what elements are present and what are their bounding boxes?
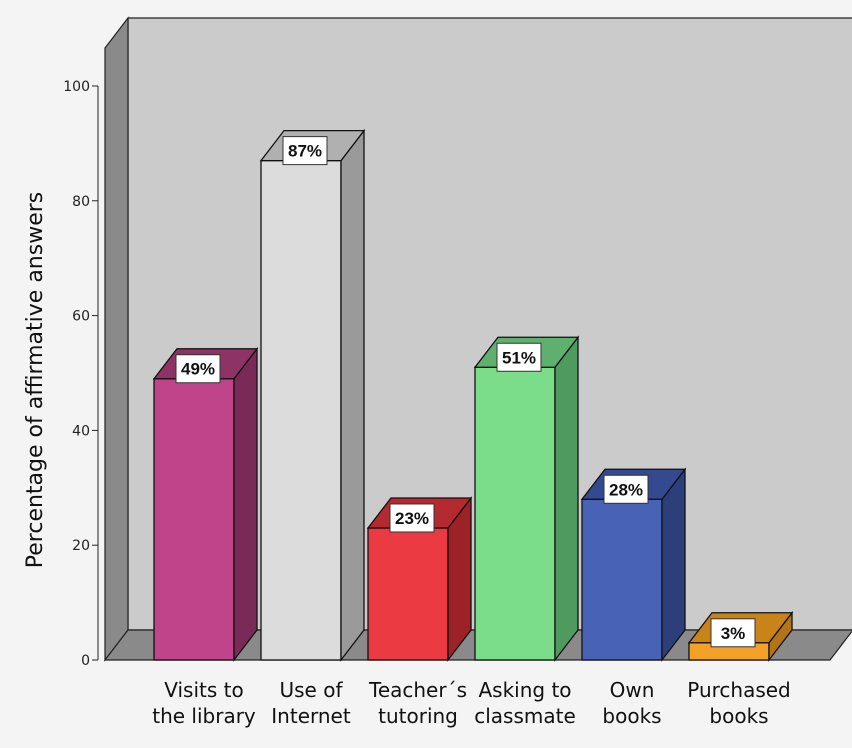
bar-4: 51%	[473, 335, 580, 662]
bar-2: 87%	[259, 128, 366, 662]
data-label: 51%	[502, 348, 536, 367]
data-label: 3%	[721, 624, 746, 643]
data-label-box	[710, 618, 756, 648]
category-labels: Visits to the library Use of Internet Teache…	[152, 678, 791, 728]
bar-front	[581, 498, 663, 661]
y-tick-label: 100	[63, 79, 90, 95]
data-label: 49%	[181, 360, 215, 379]
data-label-box	[496, 342, 542, 372]
y-tick-label: 40	[72, 423, 90, 439]
bar-front	[153, 378, 235, 661]
bar-side	[340, 128, 365, 662]
bar-front	[367, 527, 449, 661]
x-tick-label: Asking to classmate	[474, 678, 576, 728]
x-tick-label: Visits to the library	[152, 678, 256, 728]
data-label: 87%	[288, 142, 322, 161]
y-tick-label: 60	[72, 309, 90, 325]
data-label: 23%	[395, 509, 429, 528]
bar-3: 23%	[366, 496, 473, 662]
data-label-box	[282, 136, 328, 166]
data-label-box	[175, 354, 221, 384]
y-axis: 0 20 40 60 80 100	[63, 79, 99, 669]
bar-front	[260, 159, 342, 661]
bar-side	[554, 335, 579, 662]
x-tick-label: Use of Internet	[271, 678, 351, 728]
x-tick-label: Teacher´s tutoring	[368, 678, 467, 728]
bar-6: 3%	[687, 610, 794, 662]
y-tick-label: 20	[72, 538, 90, 554]
y-tick-label: 0	[81, 653, 90, 669]
data-label: 28%	[609, 480, 643, 499]
x-tick-label: Purchased books	[687, 678, 791, 728]
y-tick-label: 80	[72, 194, 90, 210]
bars-group: 49% 87% 23% 51% 28% 3%	[152, 128, 794, 662]
bar-5: 28%	[580, 467, 687, 662]
data-label-box	[603, 474, 649, 504]
data-label-box	[389, 503, 435, 533]
bar-side	[661, 467, 686, 662]
side-wall	[104, 16, 129, 662]
x-tick-label: Own books	[602, 678, 661, 728]
bar-1: 49%	[152, 346, 259, 662]
bar-side	[233, 346, 258, 662]
bar-front	[474, 366, 556, 661]
y-axis-label: Percentage of affirmative answers	[23, 192, 48, 568]
